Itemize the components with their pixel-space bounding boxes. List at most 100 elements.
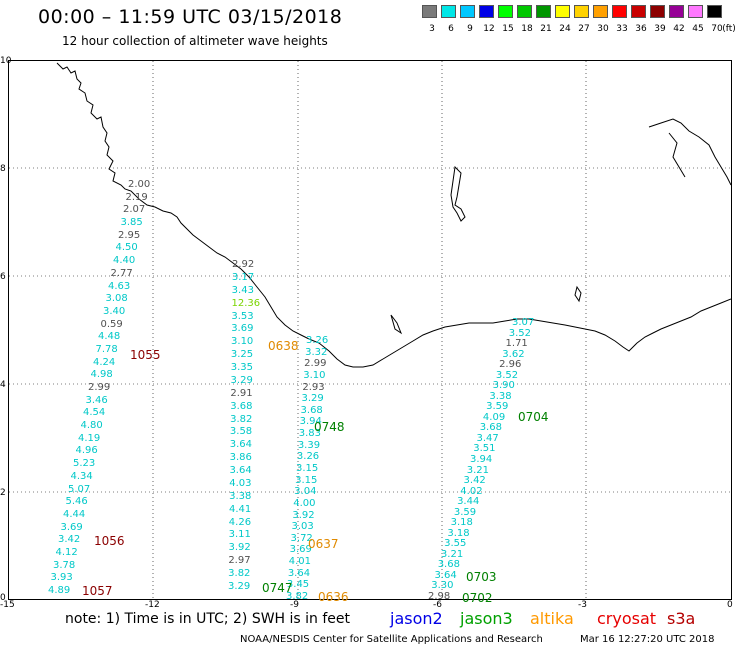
wave-height-value: 3.64 <box>434 569 457 581</box>
map-panel <box>8 60 732 600</box>
wave-height-value: 3.10 <box>231 336 254 348</box>
wave-height-value: 3.85 <box>120 217 143 229</box>
wave-height-value: 4.40 <box>113 255 136 267</box>
wave-height-value: 4.98 <box>90 369 113 381</box>
wave-height-value: 2.07 <box>123 204 146 216</box>
satellite-legend-altika: altika <box>530 609 574 628</box>
wave-height-value: 3.18 <box>450 517 473 529</box>
wave-height-value: 4.63 <box>108 280 131 292</box>
lon-tick-label: -15 <box>0 600 15 610</box>
wave-height-value: 3.82 <box>286 591 309 602</box>
wave-height-value: 0.59 <box>100 318 123 330</box>
lon-tick-label: -9 <box>290 600 299 610</box>
wave-height-value: 3.55 <box>444 538 467 550</box>
lat-tick-label: 8 <box>0 164 6 174</box>
wave-height-value: 3.47 <box>476 432 499 444</box>
pass-time-label: 0702 <box>462 591 493 605</box>
wave-height-value: 2.77 <box>110 267 133 279</box>
wave-height-value: 4.44 <box>63 508 86 520</box>
wave-height-value: 7.78 <box>95 343 118 355</box>
scale-swatch <box>631 5 646 18</box>
coastline <box>56 62 731 368</box>
wave-height-value: 3.17 <box>231 271 255 283</box>
scale-tick-label: 39 <box>654 24 666 34</box>
wave-height-value: 5.07 <box>68 483 91 495</box>
lat-tick-label: 6 <box>0 272 6 282</box>
map-svg <box>9 61 731 599</box>
wave-height-value: 3.69 <box>289 544 312 556</box>
pass-time-label: 0638 <box>268 339 299 353</box>
scale-swatch <box>688 5 703 18</box>
lon-tick-label: -6 <box>433 600 442 610</box>
wave-height-value: 4.24 <box>93 356 116 368</box>
wave-height-value: 3.68 <box>479 422 502 434</box>
wave-height-value: 3.62 <box>502 348 525 360</box>
pass-time-label: 0636 <box>318 590 349 604</box>
wave-height-value: 5.46 <box>65 496 88 508</box>
wave-height-value: 3.15 <box>296 463 319 474</box>
wave-height-value: 3.78 <box>53 559 76 571</box>
wave-height-value: 3.42 <box>58 534 81 546</box>
map-subtitle: 12 hour collection of altimeter wave hei… <box>62 34 328 48</box>
map-title: 00:00 – 11:59 UTC 03/15/2018 <box>38 6 343 28</box>
satellite-legend-cryosat: cryosat <box>597 609 657 628</box>
wave-height-value: 3.59 <box>453 506 477 518</box>
wave-height-value: 4.96 <box>75 445 98 457</box>
pass-time-label: 0704 <box>518 410 549 424</box>
scale-swatch <box>517 5 532 18</box>
wave-height-value: 3.52 <box>508 327 532 339</box>
wave-height-value: 3.92 <box>228 542 251 554</box>
scale-swatch <box>536 5 551 18</box>
wave-height-value: 3.42 <box>463 475 486 487</box>
wave-height-value: 4.41 <box>228 503 252 515</box>
wave-height-value: 3.26 <box>306 335 329 346</box>
wave-height-value: 2.92 <box>232 259 255 270</box>
satellite-legend-s3a: s3a <box>667 609 696 628</box>
scale-swatch <box>441 5 456 18</box>
wave-height-value: 3.18 <box>447 527 470 539</box>
scale-tick-label: 15 <box>502 24 514 34</box>
scale-tick-label: 12 <box>483 24 495 34</box>
scale-swatch <box>498 5 513 18</box>
island-shape <box>574 285 582 303</box>
wave-height-value: 3.69 <box>60 521 83 533</box>
wave-height-value: 3.92 <box>292 509 315 521</box>
lon-tick-label: -12 <box>145 600 160 610</box>
scale-swatch <box>422 5 437 18</box>
wave-height-value: 2.96 <box>499 359 522 371</box>
wave-height-value: 3.43 <box>231 284 254 296</box>
wave-height-value: 4.34 <box>70 470 93 482</box>
wave-height-value: 3.44 <box>457 496 480 508</box>
pass-time-label: 0747 <box>262 581 293 595</box>
wave-height-value: 3.07 <box>512 317 535 328</box>
wave-height-value: 3.11 <box>228 529 251 541</box>
wave-height-value: 3.29 <box>228 581 251 592</box>
wave-height-value: 3.08 <box>105 293 128 305</box>
scale-tick-label: 45 <box>692 24 704 34</box>
scale-tick-label: 42 <box>673 24 685 34</box>
wave-height-value: 3.53 <box>231 310 254 322</box>
lat-tick-label: 4 <box>0 380 6 390</box>
scale-tick-label: 33 <box>616 24 628 34</box>
pass-time-label: 0703 <box>466 570 497 584</box>
wave-height-value: 2.00 <box>128 179 151 190</box>
wave-height-value: 2.98 <box>428 591 451 602</box>
wave-height-value: 3.82 <box>230 413 253 425</box>
wave-height-value: 1.71 <box>505 338 528 350</box>
wave-height-value: 2.97 <box>228 555 251 567</box>
scale-swatch <box>555 5 570 18</box>
wave-height-value: 4.02 <box>460 485 483 497</box>
scale-swatch <box>707 5 722 18</box>
wave-height-value: 4.01 <box>288 556 311 568</box>
scale-swatch <box>460 5 475 18</box>
wave-height-value: 4.48 <box>98 331 121 343</box>
wave-height-value: 3.58 <box>229 426 253 438</box>
satellite-legend-jason2: jason2 <box>390 609 443 628</box>
wave-height-value: 2.19 <box>125 191 148 203</box>
scale-swatch <box>669 5 684 18</box>
wave-height-value: 4.50 <box>115 242 138 254</box>
units-note: note: 1) Time is in UTC; 2) SWH is in fe… <box>65 611 351 627</box>
scale-swatch <box>612 5 627 18</box>
scale-tick-label: 30 <box>597 24 609 34</box>
wave-height-value: 4.19 <box>78 432 101 444</box>
